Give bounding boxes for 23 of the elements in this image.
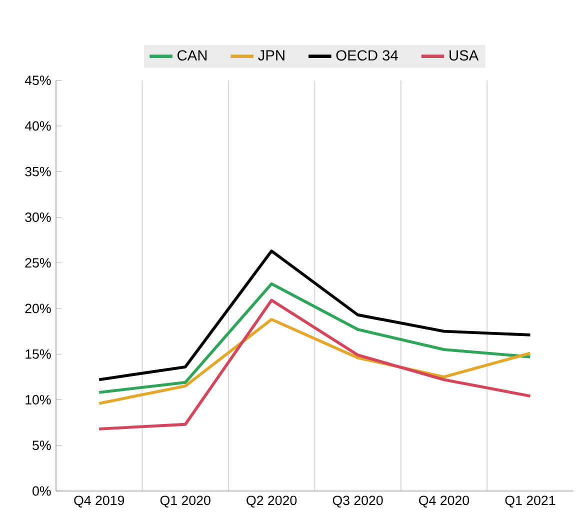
x-tick-label: Q1 2020: [160, 496, 210, 508]
y-tick-label: 35%: [25, 166, 51, 176]
y-tick-label: 10%: [26, 395, 51, 404]
legend-label: CAN: [178, 50, 207, 61]
x-tick-label: Q4 2019: [74, 496, 124, 508]
line-series: [98, 282, 532, 394]
y-tick-label: 15%: [26, 349, 51, 359]
y-tick-label: 20%: [25, 304, 51, 314]
line-series: [98, 298, 532, 430]
y-tick-label: 45%: [24, 76, 51, 86]
y-tick-label: 0%: [32, 486, 51, 496]
x-tick-label: Q1 2021: [505, 496, 556, 508]
x-tick-label: Q2 2020: [246, 496, 297, 508]
x-tick-label: Q3 2020: [332, 496, 383, 508]
x-tick-label: Q4 2020: [419, 496, 470, 508]
legend-label: JPN: [258, 50, 284, 60]
y-tick-label: 30%: [25, 212, 51, 222]
legend-label: OECD 34: [336, 50, 398, 61]
legend-label: USA: [450, 50, 479, 61]
y-tick-label: 25%: [25, 258, 51, 268]
y-tick-label: 5%: [32, 440, 51, 450]
y-tick-label: 40%: [24, 121, 51, 131]
line-series: [98, 250, 532, 382]
